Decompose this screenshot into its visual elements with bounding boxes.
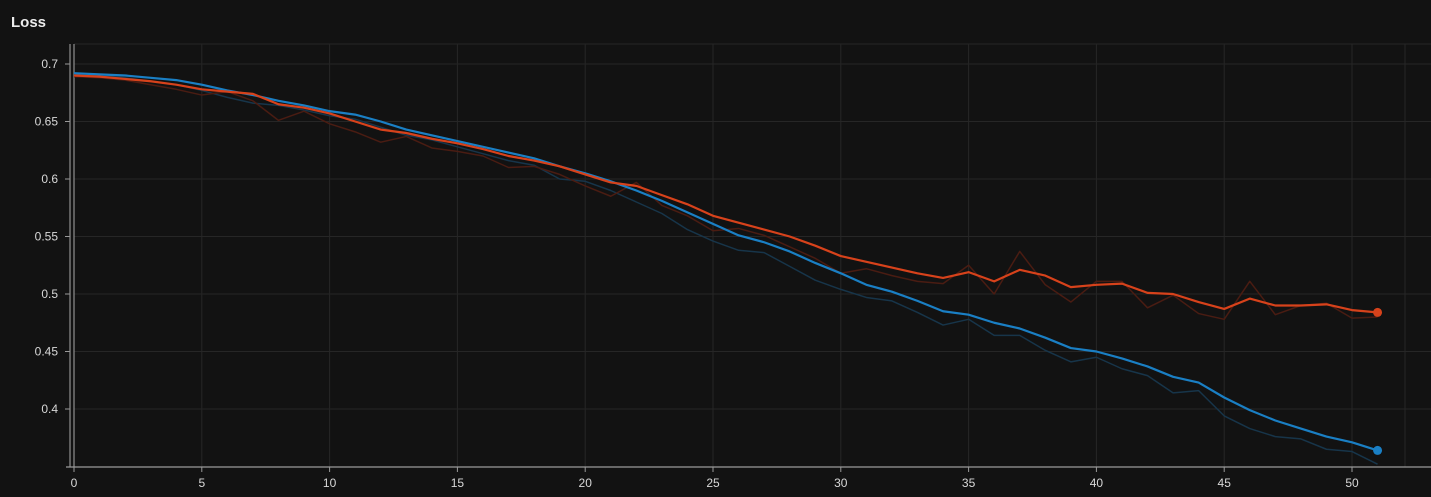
x-tick-label: 30: [834, 476, 848, 490]
x-tick-label: 50: [1345, 476, 1359, 490]
y-tick-label: 0.4: [41, 402, 58, 416]
x-tick-label: 35: [962, 476, 976, 490]
series-2-raw-line: [73, 75, 1378, 321]
x-tick-label: 45: [1218, 476, 1232, 490]
chart-title: Loss: [11, 14, 47, 31]
end-markers: [1373, 307, 1383, 455]
y-tick-label: 0.65: [35, 115, 59, 129]
x-tick-label: 25: [706, 476, 720, 490]
series-2-end-marker: [1373, 307, 1383, 317]
y-tick-label: 0.55: [35, 230, 59, 244]
y-tick-label: 0.5: [41, 287, 58, 301]
series-1-raw-line: [73, 73, 1378, 465]
x-tick-label: 10: [323, 476, 337, 490]
y-tick-label: 0.6: [41, 172, 58, 186]
x-tick-label: 5: [198, 476, 205, 490]
grid: [74, 43, 1431, 467]
x-tick-label: 0: [71, 476, 78, 490]
series-1-smoothed-line[interactable]: [73, 72, 1378, 452]
raw-series: [73, 73, 1378, 465]
y-tick-labels: 0.4 0.45 0.5 0.55 0.6 0.65 0.7: [35, 57, 59, 416]
smoothed-series[interactable]: [73, 72, 1378, 452]
x-tick-label: 20: [579, 476, 593, 490]
x-tick-labels: 0 5 10 15 20 25 30 35 40 45 50: [71, 476, 1359, 490]
x-tick-label: 40: [1090, 476, 1104, 490]
x-tick-label: 15: [451, 476, 465, 490]
axes: [65, 44, 1431, 472]
y-tick-label: 0.7: [41, 57, 58, 71]
y-tick-label: 0.45: [35, 345, 59, 359]
series-1-end-marker: [1373, 445, 1383, 455]
series-2-smoothed-line[interactable]: [73, 74, 1378, 314]
